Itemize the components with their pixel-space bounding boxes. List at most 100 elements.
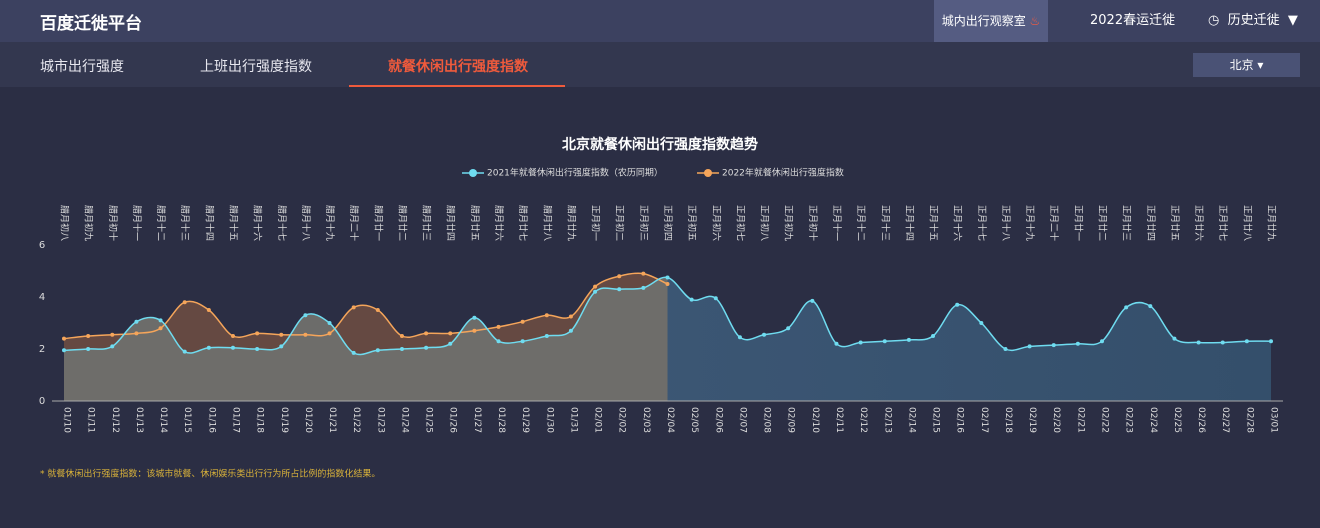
x-tick-label: 02/17 [979, 407, 989, 433]
point [931, 334, 936, 338]
x-tick-label: 01/17 [230, 407, 240, 433]
point [520, 319, 525, 324]
menu-item[interactable]: ◷ 历史迁徙 ▼ [1208, 0, 1298, 42]
lunar-label: 腊月初八 [59, 205, 71, 241]
menu-item[interactable]: 城内出行观察室 ♨ [934, 0, 1048, 42]
point [1003, 347, 1008, 351]
point [882, 339, 887, 344]
lunar-label: 正月廿七 [1217, 205, 1229, 241]
clock-icon: ◷ [1208, 13, 1220, 28]
lunar-label: 腊月初九 [83, 205, 95, 241]
lunar-label: 正月初五 [686, 205, 698, 241]
point [62, 348, 66, 353]
point [1172, 336, 1177, 341]
point [62, 336, 66, 341]
tab[interactable]: 上班出行强度指数 [200, 59, 312, 75]
lunar-label: 腊月廿六 [493, 205, 505, 241]
x-tick-label: 02/23 [1124, 407, 1134, 433]
point [255, 331, 260, 336]
city-select[interactable]: 北京 ▾ [1193, 53, 1300, 77]
x-tick-label: 02/13 [882, 407, 892, 433]
lunar-label: 正月十六 [952, 205, 964, 241]
x-tick-label: 02/27 [1220, 407, 1230, 433]
top-bar: 百度迁徙平台 城内出行观察室 ♨ 2022春运迁徙 ◷ 历史迁徙 ▼ [0, 0, 1320, 42]
tab-active[interactable]: 就餐休闲出行强度指数 [349, 42, 565, 87]
point [448, 331, 453, 336]
point [955, 302, 960, 307]
x-tick-label: 02/16 [955, 407, 965, 433]
x-tick-label: 01/31 [568, 407, 578, 433]
lunar-label: 正月初二 [614, 205, 626, 241]
lunar-label: 腊月廿八 [541, 205, 553, 241]
lunar-label: 腊月廿一 [372, 205, 384, 241]
lunar-label: 腊月廿九 [565, 205, 577, 241]
point [1100, 339, 1105, 344]
point [303, 313, 308, 318]
lunar-label: 腊月廿四 [445, 205, 457, 241]
point [762, 332, 767, 337]
y-tick-label: 6 [39, 240, 45, 251]
x-tick-label: 02/05 [689, 407, 699, 433]
point [110, 332, 115, 337]
x-tick-label: 01/13 [134, 407, 144, 433]
point [979, 321, 984, 325]
point [134, 319, 139, 324]
tab[interactable]: 城市出行强度 [40, 59, 124, 75]
x-tick-label: 02/24 [1148, 407, 1158, 433]
point [206, 345, 211, 350]
x-tick-label: 01/23 [375, 407, 385, 433]
lunar-label: 正月初一 [590, 205, 602, 241]
lunar-label: 正月廿六 [1193, 205, 1205, 241]
x-tick-label: 01/22 [351, 407, 361, 433]
area [64, 277, 1271, 401]
menu-item[interactable]: 2022春运迁徙 [1090, 13, 1176, 28]
point [206, 308, 211, 312]
point [496, 339, 501, 344]
lunar-label: 正月初十 [807, 205, 819, 241]
y-tick-label: 0 [39, 396, 45, 407]
point [158, 326, 163, 331]
point [1220, 340, 1225, 345]
lunar-label: 腊月廿三 [421, 205, 433, 241]
point [906, 337, 911, 342]
point [448, 341, 453, 346]
x-tick-label: 01/27 [472, 407, 482, 433]
lunar-label: 正月十一 [831, 205, 843, 241]
caret: ▾ [1257, 58, 1264, 72]
x-tick-label: 02/15 [931, 407, 941, 433]
point [617, 274, 622, 279]
point [1027, 344, 1032, 349]
lunar-label: 正月初七 [734, 205, 746, 241]
point [86, 347, 91, 351]
lunar-label: 腊月十三 [179, 205, 191, 241]
x-tick-label: 02/01 [593, 407, 603, 433]
lunar-label: 腊月十一 [131, 205, 143, 241]
x-tick-label: 02/10 [810, 407, 820, 433]
x-tick-label: 02/11 [834, 407, 844, 433]
point [303, 332, 308, 337]
line [63, 272, 668, 340]
lunar-label: 正月初三 [638, 205, 650, 241]
x-tick-label: 02/06 [713, 407, 723, 433]
point [182, 349, 187, 354]
x-tick-label: 02/04 [665, 407, 675, 433]
menu-label: 城内出行观察室 [941, 14, 1026, 28]
lunar-label: 正月廿一 [1072, 205, 1084, 241]
lunar-label: 腊月廿五 [469, 205, 481, 241]
x-tick-label: 01/28 [496, 407, 506, 433]
x-tick-label: 02/08 [762, 407, 772, 433]
point [351, 305, 356, 310]
tab-label: 就餐休闲出行强度指数 [388, 59, 528, 75]
point [1075, 341, 1080, 346]
legend-dot [704, 169, 712, 177]
x-tick-label: 01/12 [110, 407, 120, 433]
menu-label: 历史迁徙 [1227, 13, 1280, 28]
lunar-label: 正月廿五 [1169, 205, 1181, 241]
x-tick-label: 01/18 [255, 407, 265, 433]
y-tick-label: 2 [39, 344, 45, 355]
x-tick-label: 02/03 [641, 407, 651, 433]
x-tick-label: 02/14 [906, 407, 916, 433]
legend-label: 2022年就餐休闲出行强度指数 [722, 167, 844, 179]
lunar-label: 腊月二十 [348, 205, 360, 241]
